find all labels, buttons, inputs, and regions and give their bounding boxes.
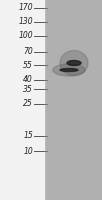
Text: 170: 170	[18, 3, 33, 12]
Bar	[44, 0, 102, 200]
Text: 70: 70	[23, 47, 33, 56]
Ellipse shape	[53, 64, 85, 76]
Text: 130: 130	[18, 18, 33, 26]
Text: 10: 10	[23, 146, 33, 156]
Text: 15: 15	[23, 132, 33, 140]
Text: 40: 40	[23, 75, 33, 84]
Ellipse shape	[67, 60, 81, 66]
Ellipse shape	[60, 50, 88, 75]
Text: 25: 25	[23, 99, 33, 108]
Text: 100: 100	[18, 31, 33, 40]
Ellipse shape	[60, 68, 78, 72]
Text: 35: 35	[23, 84, 33, 94]
Bar	[0, 0, 44, 200]
Text: 55: 55	[23, 60, 33, 70]
